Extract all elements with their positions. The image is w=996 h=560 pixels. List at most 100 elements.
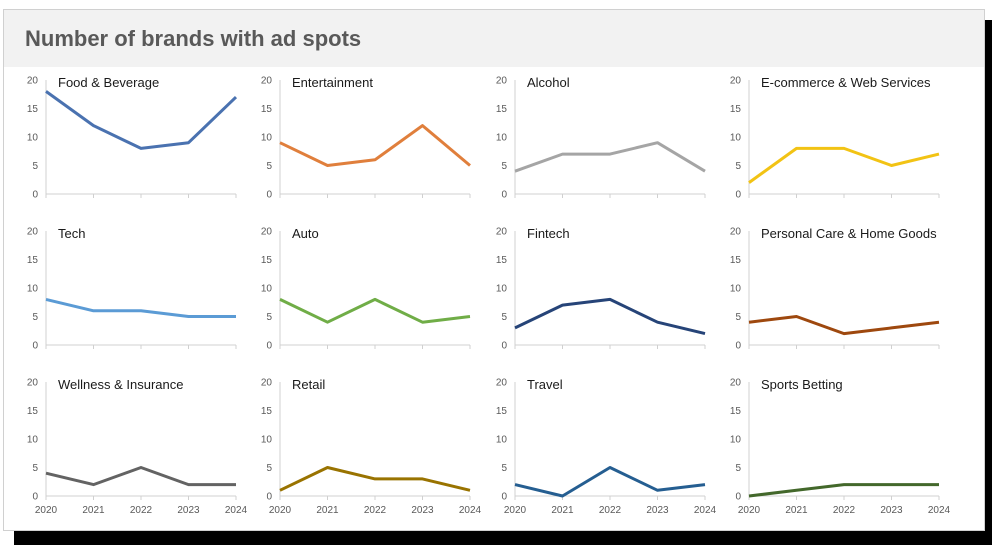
y-tick-label: 0: [501, 341, 507, 352]
y-tick-label: 15: [261, 406, 273, 417]
y-tick-label: 10: [261, 435, 273, 446]
y-tick-label: 0: [32, 341, 38, 352]
x-tick-label: 2024: [459, 505, 482, 516]
panel-title: E-commerce & Web Services: [761, 75, 931, 90]
y-tick-label: 5: [32, 463, 38, 474]
panel-title: Tech: [58, 226, 85, 241]
x-tick-label: 2024: [225, 505, 248, 516]
y-tick-label: 0: [266, 190, 272, 201]
y-tick-label: 5: [266, 161, 272, 172]
chart-header: Number of brands with ad spots: [4, 10, 984, 67]
x-tick-label: 2020: [35, 505, 58, 516]
y-tick-label: 0: [32, 190, 38, 201]
y-tick-label: 10: [261, 284, 273, 295]
x-tick-label: 2021: [551, 505, 574, 516]
y-tick-label: 15: [730, 255, 742, 266]
y-tick-label: 15: [496, 104, 508, 115]
y-tick-label: 20: [496, 227, 508, 238]
panel-title: Food & Beverage: [58, 75, 159, 90]
panel-title: Auto: [292, 226, 319, 241]
panel-title: Sports Betting: [761, 377, 843, 392]
panel-title: Retail: [292, 377, 325, 392]
y-tick-label: 10: [730, 284, 742, 295]
y-tick-label: 20: [27, 227, 39, 238]
y-tick-label: 10: [496, 435, 508, 446]
y-tick-label: 20: [730, 76, 742, 87]
y-tick-label: 0: [266, 341, 272, 352]
series-line: [514, 466, 706, 498]
panel-title: Fintech: [527, 226, 570, 241]
y-tick-label: 5: [32, 161, 38, 172]
chart-title: Number of brands with ad spots: [25, 26, 362, 51]
y-tick-label: 15: [27, 406, 39, 417]
x-tick-label: 2020: [504, 505, 527, 516]
panel-title: Entertainment: [292, 75, 373, 90]
x-tick-label: 2022: [364, 505, 387, 516]
y-tick-label: 5: [501, 161, 507, 172]
series-line: [45, 466, 236, 487]
y-tick-label: 0: [735, 492, 741, 503]
x-tick-label: 2023: [880, 505, 903, 516]
x-tick-label: 2023: [177, 505, 200, 516]
panel-title: Alcohol: [527, 75, 570, 90]
x-tick-label: 2023: [411, 505, 434, 516]
x-tick-label: 2022: [599, 505, 622, 516]
panel-title: Wellness & Insurance: [58, 377, 184, 392]
y-tick-label: 20: [27, 378, 39, 389]
y-tick-label: 15: [496, 255, 508, 266]
y-tick-label: 0: [735, 341, 741, 352]
chart-card: Number of brands with ad spots 0 5 10 15 20 F…: [3, 9, 985, 531]
y-tick-label: 15: [27, 104, 39, 115]
x-tick-label: 2022: [130, 505, 153, 516]
series-line: [279, 466, 471, 492]
y-tick-label: 15: [496, 406, 508, 417]
x-tick-label: 2022: [833, 505, 856, 516]
series-line: [45, 297, 236, 318]
y-tick-label: 0: [501, 190, 507, 201]
y-tick-label: 20: [730, 227, 742, 238]
y-tick-label: 5: [266, 463, 272, 474]
x-tick-label: 2020: [738, 505, 761, 516]
y-tick-label: 10: [27, 284, 39, 295]
series-line: [279, 124, 471, 167]
y-tick-label: 20: [496, 76, 508, 87]
y-tick-label: 15: [27, 255, 39, 266]
series-line: [279, 297, 471, 324]
y-tick-label: 10: [27, 435, 39, 446]
small-multiples-chart: 0 5 10 15 20 Food & Beverage 0 5 10 15 20 Entertain…: [27, 75, 951, 516]
y-tick-label: 5: [501, 312, 507, 323]
y-tick-label: 5: [266, 312, 272, 323]
y-tick-label: 10: [496, 284, 508, 295]
x-tick-label: 2023: [646, 505, 669, 516]
y-tick-label: 0: [266, 492, 272, 503]
y-tick-label: 10: [27, 133, 39, 144]
series-line: [748, 483, 939, 498]
panel-title: Personal Care & Home Goods: [761, 226, 937, 241]
series-line: [514, 141, 706, 173]
y-tick-label: 5: [735, 161, 741, 172]
x-tick-label: 2024: [694, 505, 717, 516]
y-tick-label: 15: [261, 104, 273, 115]
y-tick-label: 0: [32, 492, 38, 503]
y-tick-label: 10: [496, 133, 508, 144]
series-line: [45, 90, 238, 150]
y-tick-label: 0: [501, 492, 507, 503]
y-tick-label: 20: [496, 378, 508, 389]
y-tick-label: 10: [730, 435, 742, 446]
y-tick-label: 20: [261, 76, 273, 87]
y-tick-label: 15: [730, 104, 742, 115]
x-tick-label: 2021: [82, 505, 105, 516]
y-tick-label: 20: [261, 378, 273, 389]
y-tick-label: 20: [27, 76, 39, 87]
y-tick-label: 10: [261, 133, 273, 144]
y-tick-label: 15: [261, 255, 273, 266]
series-line: [514, 297, 706, 336]
x-tick-label: 2021: [316, 505, 339, 516]
series-line: [748, 315, 940, 336]
panel-title: Travel: [527, 377, 563, 392]
y-tick-label: 10: [730, 133, 742, 144]
y-tick-label: 5: [32, 312, 38, 323]
y-tick-label: 20: [730, 378, 742, 389]
x-tick-label: 2020: [269, 505, 292, 516]
y-tick-label: 5: [501, 463, 507, 474]
